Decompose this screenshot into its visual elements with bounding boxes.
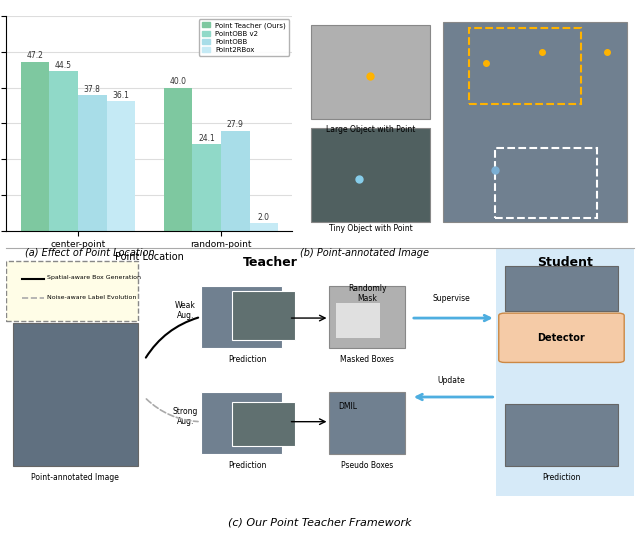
Text: (b) Point-annotated Image: (b) Point-annotated Image: [300, 248, 429, 258]
Text: Prediction: Prediction: [228, 461, 267, 470]
Bar: [164, 87, 192, 231]
Bar: [106, 101, 135, 231]
Text: Supervise: Supervise: [433, 294, 470, 303]
Text: Masked Boxes: Masked Boxes: [340, 355, 394, 364]
Text: Tiny Object with Point: Tiny Object with Point: [328, 224, 412, 233]
FancyBboxPatch shape: [311, 127, 429, 222]
FancyBboxPatch shape: [232, 291, 295, 340]
FancyBboxPatch shape: [311, 25, 429, 119]
Text: (c) Our Point Teacher Framework: (c) Our Point Teacher Framework: [228, 517, 412, 527]
FancyBboxPatch shape: [505, 405, 618, 466]
Text: Strong
Aug.: Strong Aug.: [172, 407, 198, 426]
FancyBboxPatch shape: [495, 249, 634, 496]
Text: DMIL: DMIL: [339, 402, 358, 411]
FancyBboxPatch shape: [443, 22, 627, 222]
Text: 2.0: 2.0: [258, 213, 270, 222]
FancyBboxPatch shape: [201, 392, 282, 454]
Text: 44.5: 44.5: [55, 61, 72, 70]
FancyBboxPatch shape: [499, 313, 624, 362]
Text: 27.9: 27.9: [227, 120, 244, 129]
X-axis label: Point Location: Point Location: [115, 252, 184, 262]
Text: Spatial-aware Box Generation: Spatial-aware Box Generation: [47, 275, 141, 280]
FancyArrowPatch shape: [413, 316, 490, 321]
Bar: [221, 131, 250, 231]
FancyBboxPatch shape: [330, 392, 404, 454]
Bar: [20, 62, 49, 231]
Bar: [250, 223, 278, 231]
Text: 37.8: 37.8: [84, 85, 100, 94]
Bar: [49, 71, 78, 231]
FancyBboxPatch shape: [6, 261, 138, 320]
Text: Prediction: Prediction: [228, 355, 267, 364]
FancyBboxPatch shape: [336, 303, 380, 338]
Text: Prediction: Prediction: [542, 473, 580, 482]
Text: Teacher: Teacher: [243, 256, 297, 269]
FancyBboxPatch shape: [201, 286, 282, 348]
Text: Detector: Detector: [538, 333, 586, 343]
Text: Randomly
Mask: Randomly Mask: [348, 284, 387, 303]
Text: Point-annotated Image: Point-annotated Image: [31, 473, 119, 482]
Text: Update: Update: [438, 376, 465, 385]
Text: 47.2: 47.2: [27, 51, 44, 60]
Text: Weak
Aug.: Weak Aug.: [175, 301, 196, 320]
Text: (a) Effect of Point Location: (a) Effect of Point Location: [25, 248, 154, 258]
FancyBboxPatch shape: [232, 402, 295, 446]
FancyBboxPatch shape: [505, 266, 618, 311]
Text: 40.0: 40.0: [170, 77, 186, 86]
Text: 24.1: 24.1: [198, 134, 215, 142]
Legend: Point Teacher (Ours), PointOBB v2, PointOBB, Point2RBox: Point Teacher (Ours), PointOBB v2, Point…: [199, 20, 289, 56]
FancyArrowPatch shape: [417, 394, 493, 400]
Bar: [78, 95, 106, 231]
Text: Large Object with Point: Large Object with Point: [326, 125, 415, 134]
Text: 36.1: 36.1: [113, 91, 129, 100]
FancyBboxPatch shape: [330, 286, 404, 348]
FancyBboxPatch shape: [13, 323, 138, 466]
Bar: [192, 144, 221, 231]
Text: Student: Student: [537, 256, 593, 269]
Text: Pseudo Boxes: Pseudo Boxes: [341, 461, 393, 470]
Text: Noise-aware Label Evolution: Noise-aware Label Evolution: [47, 295, 136, 300]
